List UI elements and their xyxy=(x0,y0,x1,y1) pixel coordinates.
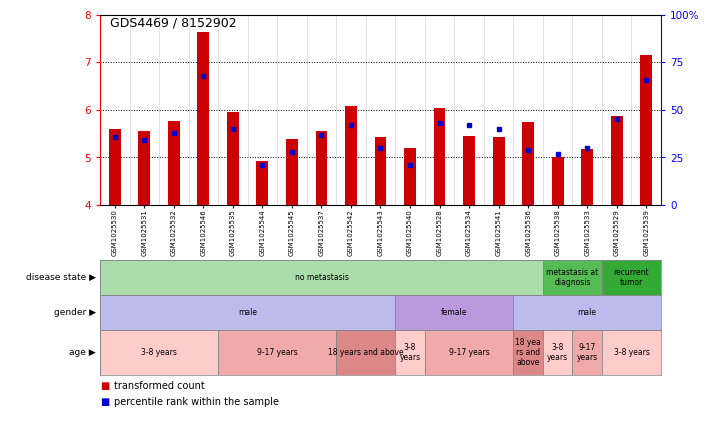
Text: disease state ▶: disease state ▶ xyxy=(26,273,96,282)
Bar xyxy=(109,129,121,205)
Text: 9-17
years: 9-17 years xyxy=(577,343,598,362)
Bar xyxy=(641,55,652,205)
Text: no metastasis: no metastasis xyxy=(294,273,348,282)
Text: 18 yea
rs and
above: 18 yea rs and above xyxy=(515,338,541,367)
Text: female: female xyxy=(441,308,468,317)
Bar xyxy=(404,148,416,205)
Text: percentile rank within the sample: percentile rank within the sample xyxy=(114,397,279,407)
Text: 18 years and above: 18 years and above xyxy=(328,348,404,357)
Bar xyxy=(100,260,543,295)
Text: gender ▶: gender ▶ xyxy=(54,308,96,317)
Text: male: male xyxy=(238,308,257,317)
Bar xyxy=(582,149,593,205)
Text: 3-8
years: 3-8 years xyxy=(400,343,421,362)
Bar xyxy=(543,330,572,375)
Bar xyxy=(513,295,661,330)
Bar xyxy=(424,330,513,375)
Text: 3-8 years: 3-8 years xyxy=(141,348,177,357)
Bar xyxy=(493,137,505,205)
Text: 3-8
years: 3-8 years xyxy=(547,343,568,362)
Bar xyxy=(395,330,424,375)
Bar xyxy=(286,140,298,205)
Bar xyxy=(375,137,386,205)
Bar xyxy=(227,113,239,205)
Text: ■: ■ xyxy=(100,397,109,407)
Bar xyxy=(543,260,602,295)
Text: 3-8 years: 3-8 years xyxy=(614,348,649,357)
Bar xyxy=(602,330,661,375)
Bar xyxy=(139,132,150,205)
Bar xyxy=(463,136,475,205)
Bar xyxy=(395,295,513,330)
Text: recurrent
tumor: recurrent tumor xyxy=(614,268,649,287)
Bar xyxy=(100,295,395,330)
Bar xyxy=(316,132,327,205)
Bar xyxy=(611,116,623,205)
Bar xyxy=(572,330,602,375)
Bar xyxy=(522,122,534,205)
Text: 9-17 years: 9-17 years xyxy=(449,348,489,357)
Text: age ▶: age ▶ xyxy=(70,348,96,357)
Text: GDS4469 / 8152902: GDS4469 / 8152902 xyxy=(110,17,237,30)
Text: 9-17 years: 9-17 years xyxy=(257,348,297,357)
Bar xyxy=(513,330,543,375)
Bar xyxy=(336,330,395,375)
Bar xyxy=(168,121,180,205)
Text: male: male xyxy=(577,308,597,317)
Bar xyxy=(198,32,209,205)
Text: ■: ■ xyxy=(100,381,109,391)
Bar xyxy=(257,161,268,205)
Bar xyxy=(434,107,446,205)
Bar xyxy=(218,330,336,375)
Bar xyxy=(552,157,564,205)
Text: metastasis at
diagnosis: metastasis at diagnosis xyxy=(546,268,599,287)
Text: transformed count: transformed count xyxy=(114,381,205,391)
Bar xyxy=(345,106,357,205)
Bar xyxy=(602,260,661,295)
Bar xyxy=(100,330,218,375)
